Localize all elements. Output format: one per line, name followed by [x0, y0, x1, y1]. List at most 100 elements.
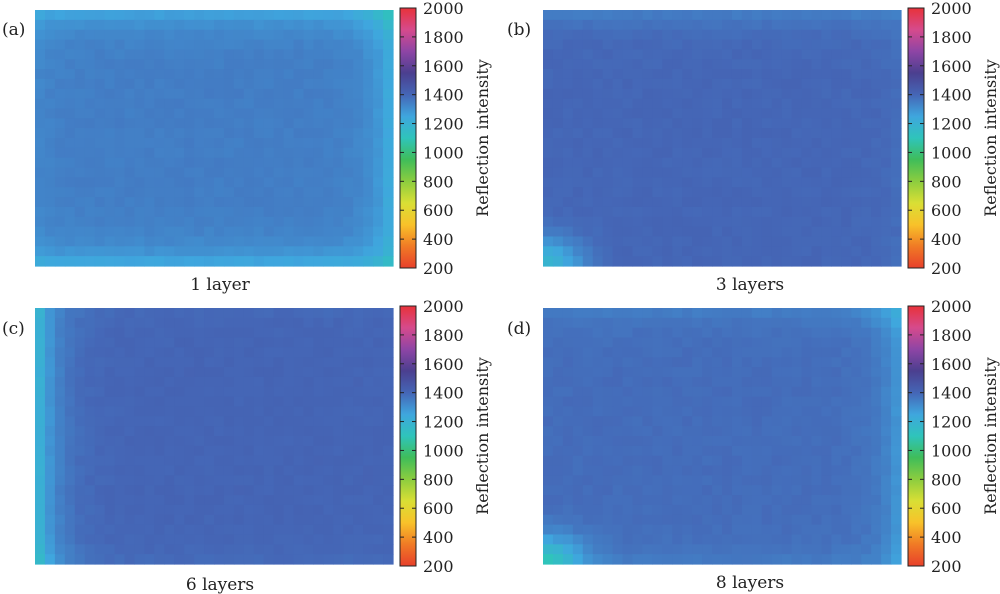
heatmap-cell	[602, 256, 614, 267]
heatmap-cell	[303, 29, 315, 41]
heatmap-cell	[771, 475, 783, 486]
heatmap-cell	[871, 39, 882, 50]
heatmap-cell	[343, 49, 354, 60]
heatmap-cell	[741, 514, 753, 526]
heatmap-cell	[622, 554, 634, 565]
heatmap-cell	[184, 19, 195, 31]
heatmap-cell	[174, 206, 185, 218]
heatmap-cell	[712, 308, 723, 319]
heatmap-cell	[303, 246, 315, 257]
heatmap-cell	[811, 504, 823, 516]
heatmap-cell	[861, 10, 872, 21]
heatmap-cell	[841, 327, 852, 339]
heatmap-cell	[543, 206, 554, 218]
heatmap-cell	[851, 226, 862, 238]
heatmap-cell	[124, 49, 136, 60]
heatmap-cell	[652, 147, 663, 159]
heatmap-cell	[731, 78, 743, 90]
heatmap-cell	[74, 49, 86, 60]
heatmap-cell	[134, 10, 145, 21]
heatmap-cell	[94, 475, 106, 486]
heatmap-cell	[851, 138, 862, 149]
heatmap-cell	[682, 504, 693, 516]
heatmap-cell	[54, 187, 66, 198]
heatmap-cell	[333, 347, 344, 358]
heatmap-cell	[94, 98, 106, 110]
heatmap-cell	[323, 39, 334, 50]
colorbar-tick-label: 2000	[423, 297, 464, 316]
heatmap-cell	[761, 59, 773, 70]
heatmap-cell	[114, 485, 126, 496]
heatmap-cell	[722, 436, 733, 447]
heatmap-cell	[851, 534, 862, 545]
heatmap-cell	[323, 426, 334, 437]
heatmap-cell	[801, 367, 813, 378]
heatmap-cell	[592, 386, 604, 398]
heatmap-cell	[781, 455, 793, 467]
heatmap-cell	[64, 347, 76, 358]
heatmap-cell	[692, 88, 703, 100]
heatmap-cell	[692, 455, 703, 467]
heatmap-cell	[712, 39, 723, 50]
heatmap-cell	[184, 376, 195, 388]
heatmap-cell	[134, 436, 145, 447]
heatmap-cell	[134, 108, 145, 119]
heatmap-cell	[831, 187, 842, 198]
heatmap-cell	[74, 167, 86, 178]
heatmap-cell	[572, 524, 584, 536]
heatmap-cell	[821, 317, 832, 329]
heatmap-cell	[652, 386, 663, 398]
heatmap-cell	[632, 524, 644, 536]
heatmap-cell	[831, 177, 842, 188]
heatmap-cell	[214, 376, 225, 388]
heatmap-cell	[871, 317, 882, 329]
heatmap-cell	[253, 337, 265, 348]
heatmap-cell	[582, 226, 594, 238]
heatmap-cell	[831, 504, 842, 516]
heatmap-cell	[253, 226, 265, 238]
heatmap-cell	[84, 49, 96, 60]
heatmap-cell	[871, 406, 882, 417]
heatmap-cell	[871, 386, 882, 398]
heatmap-cell	[851, 187, 862, 198]
heatmap-cell	[333, 386, 344, 398]
heatmap-cell	[303, 406, 315, 417]
heatmap-cell	[343, 436, 354, 447]
heatmap-cell	[174, 49, 185, 60]
heatmap-cell	[811, 445, 823, 457]
heatmap-cell	[323, 416, 334, 427]
heatmap-cell	[881, 504, 892, 516]
heatmap-cell	[871, 118, 882, 129]
heatmap-cell	[751, 534, 763, 545]
heatmap-cell	[662, 59, 673, 70]
heatmap-cell	[114, 177, 126, 188]
heatmap-cell	[731, 236, 743, 247]
heatmap-cell	[363, 88, 374, 100]
heatmap-cell	[94, 167, 106, 178]
heatmap-cell	[562, 39, 574, 50]
heatmap-cell	[104, 157, 116, 169]
heatmap-cell	[672, 19, 683, 31]
heatmap-cell	[144, 59, 155, 70]
heatmap-cell	[543, 475, 554, 486]
heatmap-cell	[184, 367, 195, 378]
heatmap-cell	[174, 337, 185, 348]
heatmap-cell	[712, 416, 723, 427]
heatmap-cell	[44, 246, 56, 257]
heatmap-cell	[652, 436, 663, 447]
heatmap-cell	[811, 406, 823, 417]
heatmap-cell	[204, 416, 215, 427]
heatmap-cell	[572, 426, 584, 437]
heatmap-cell	[263, 69, 275, 80]
heatmap-cell	[712, 524, 723, 536]
heatmap-cell	[602, 236, 614, 247]
heatmap-cell	[851, 376, 862, 388]
heatmap-cell	[801, 475, 813, 486]
heatmap-cell	[44, 236, 56, 247]
heatmap-cell	[44, 108, 56, 119]
colorbar-tick-label: 1200	[931, 115, 972, 134]
heatmap-cell	[722, 128, 733, 139]
heatmap-cell	[861, 347, 872, 358]
heatmap-cell	[383, 128, 394, 139]
heatmap-cell	[154, 187, 165, 198]
